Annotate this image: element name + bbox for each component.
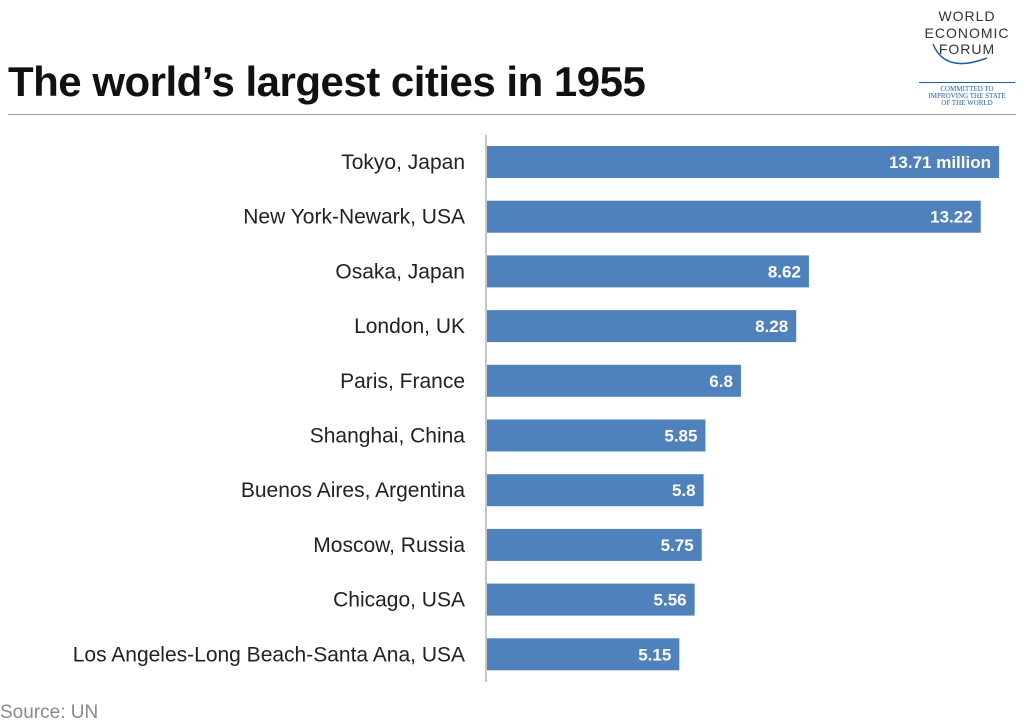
world-economic-forum-logo: WORLD ECONOMIC FORUM COMMITTED TO IMPROV… [915, 6, 1019, 110]
logo-tagline-2: IMPROVING THE STATE [928, 92, 1006, 100]
category-label: Chicago, USA [333, 589, 465, 612]
value-label: 13.22 [930, 208, 973, 227]
category-label: Osaka, Japan [335, 260, 465, 283]
logo-tagline-1: COMMITTED TO [940, 85, 994, 93]
category-label: Shanghai, China [310, 425, 466, 448]
logo-line-3: FORUM [938, 41, 996, 57]
category-label: Tokyo, Japan [341, 151, 465, 174]
value-label: 5.75 [661, 536, 694, 555]
bar [487, 364, 741, 397]
bar [487, 528, 702, 561]
value-label: 13.71 million [889, 153, 991, 172]
logo-divider [919, 82, 1015, 83]
value-label: 5.15 [638, 645, 671, 664]
bar [487, 310, 797, 343]
value-label: 8.62 [768, 262, 801, 281]
category-label: New York-Newark, USA [243, 206, 465, 229]
logo-line-1: WORLD [938, 8, 996, 24]
bar [487, 419, 706, 452]
bar [487, 200, 981, 233]
logo-tagline-3: OF THE WORLD [941, 99, 993, 107]
logo-line-2: ECONOMIC [924, 25, 1010, 41]
category-label: Los Angeles-Long Beach-Santa Ana, USA [73, 643, 465, 666]
value-label: 5.8 [672, 481, 696, 500]
chart-title: The world’s largest cities in 1955 [8, 58, 646, 105]
bar-chart: Tokyo, Japan 13.71 million New York-Newark… [73, 135, 999, 682]
category-label: Moscow, Russia [313, 534, 465, 557]
category-label: Paris, France [340, 370, 465, 393]
bar [487, 474, 704, 507]
value-label: 6.8 [709, 372, 733, 391]
value-label: 5.85 [664, 427, 697, 446]
value-label: 8.28 [755, 317, 788, 336]
logo-arc-icon [932, 43, 988, 65]
title-divider [8, 114, 1016, 115]
source-note: Source: UN [0, 702, 99, 723]
value-label: 5.56 [654, 591, 687, 610]
category-label: Buenos Aires, Argentina [241, 479, 465, 502]
category-label: London, UK [354, 315, 465, 338]
bar [487, 146, 999, 178]
bar [487, 583, 695, 616]
bar [487, 638, 680, 671]
bar [487, 255, 809, 288]
